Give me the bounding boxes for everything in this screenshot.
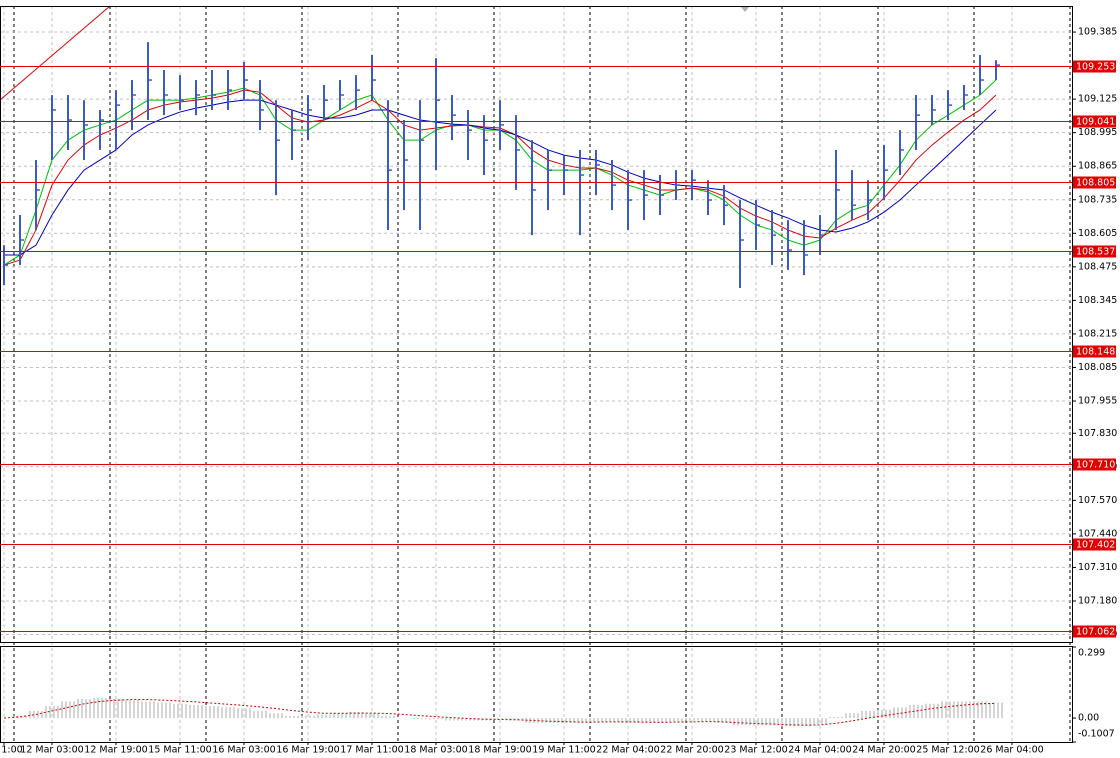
y-tick-label: 107.440 bbox=[1078, 528, 1117, 539]
level-label: 108.805 bbox=[1076, 178, 1115, 189]
level-label-box bbox=[1073, 176, 1116, 189]
level-label-box bbox=[1073, 345, 1116, 358]
level-label-box bbox=[1073, 245, 1116, 258]
y-tick-label: 107.180 bbox=[1078, 595, 1117, 606]
level-label-box bbox=[1073, 458, 1116, 471]
x-tick-label: 18 Mar 19:00 bbox=[468, 745, 531, 756]
x-tick-label: 1:00 bbox=[1, 745, 22, 756]
level-label: 108.148 bbox=[1076, 347, 1115, 358]
x-tick-label: 26 Mar 04:00 bbox=[980, 745, 1043, 756]
x-tick-label: 17 Mar 11:00 bbox=[340, 745, 403, 756]
x-tick-label: 18 Mar 03:00 bbox=[404, 745, 467, 756]
x-tick-label: 24 Mar 04:00 bbox=[788, 745, 851, 756]
y-tick-label: 108.995 bbox=[1078, 127, 1117, 138]
oscillator-signal bbox=[3, 699, 997, 726]
level-label: 107.062 bbox=[1076, 627, 1115, 638]
y-tick-label: 108.865 bbox=[1078, 161, 1117, 172]
level-label: 107.402 bbox=[1076, 540, 1115, 551]
x-tick-label: 12 Mar 03:00 bbox=[20, 745, 83, 756]
level-label-box bbox=[1073, 625, 1116, 638]
y-tick-label: 107.570 bbox=[1078, 495, 1117, 506]
y-tick-label: 108.085 bbox=[1078, 362, 1117, 373]
x-tick-label: 24 Mar 20:00 bbox=[852, 745, 915, 756]
oscillator-y-tick-label: -0.1007 bbox=[1078, 729, 1115, 740]
x-tick-label: 16 Mar 03:00 bbox=[212, 745, 275, 756]
main-panel-border bbox=[0, 6, 1073, 643]
y-tick-label: 109.125 bbox=[1078, 94, 1117, 105]
x-tick-label: 19 Mar 11:00 bbox=[532, 745, 595, 756]
axes: 109.385 109.125 108.995 108.865 108.735 108.6… bbox=[0, 27, 1117, 756]
level-label-box bbox=[1073, 115, 1116, 128]
y-tick-label: 108.475 bbox=[1078, 261, 1117, 272]
level-label: 109.041 bbox=[1076, 117, 1115, 128]
y-tick-label: 108.605 bbox=[1078, 228, 1117, 239]
x-tick-label: 15 Mar 11:00 bbox=[148, 745, 211, 756]
oscillator-y-tick-label: 0.00 bbox=[1078, 713, 1099, 724]
level-label-box bbox=[1073, 538, 1116, 551]
y-tick-label: 108.735 bbox=[1078, 194, 1117, 205]
x-tick-label: 22 Mar 20:00 bbox=[660, 745, 723, 756]
y-tick-label: 107.310 bbox=[1078, 562, 1117, 573]
level-label: 109.253 bbox=[1076, 62, 1115, 73]
x-tick-label: 25 Mar 12:00 bbox=[916, 745, 979, 756]
level-label-box bbox=[1073, 60, 1116, 73]
level-label: 107.710 bbox=[1076, 460, 1115, 471]
x-tick-label: 23 Mar 12:00 bbox=[724, 745, 787, 756]
level-label: 108.537 bbox=[1076, 247, 1115, 258]
plot-area bbox=[3, 42, 1003, 727]
y-tick-label: 107.830 bbox=[1078, 428, 1117, 439]
y-tick-label: 108.215 bbox=[1078, 328, 1117, 339]
x-tick-label: 12 Mar 19:00 bbox=[84, 745, 147, 756]
oscillator-y-tick-label: 0.299 bbox=[1078, 648, 1105, 659]
trend-line bbox=[0, 5, 111, 101]
shift-marker bbox=[741, 7, 749, 12]
y-tick-label: 109.385 bbox=[1078, 27, 1117, 38]
y-tick-label: 107.955 bbox=[1078, 396, 1117, 407]
x-tick-label: 22 Mar 04:00 bbox=[596, 745, 659, 756]
oscillator-panel-border bbox=[0, 646, 1073, 743]
y-tick-label: 108.345 bbox=[1078, 295, 1117, 306]
x-tick-label: 16 Mar 19:00 bbox=[276, 745, 339, 756]
grid bbox=[0, 6, 1072, 742]
